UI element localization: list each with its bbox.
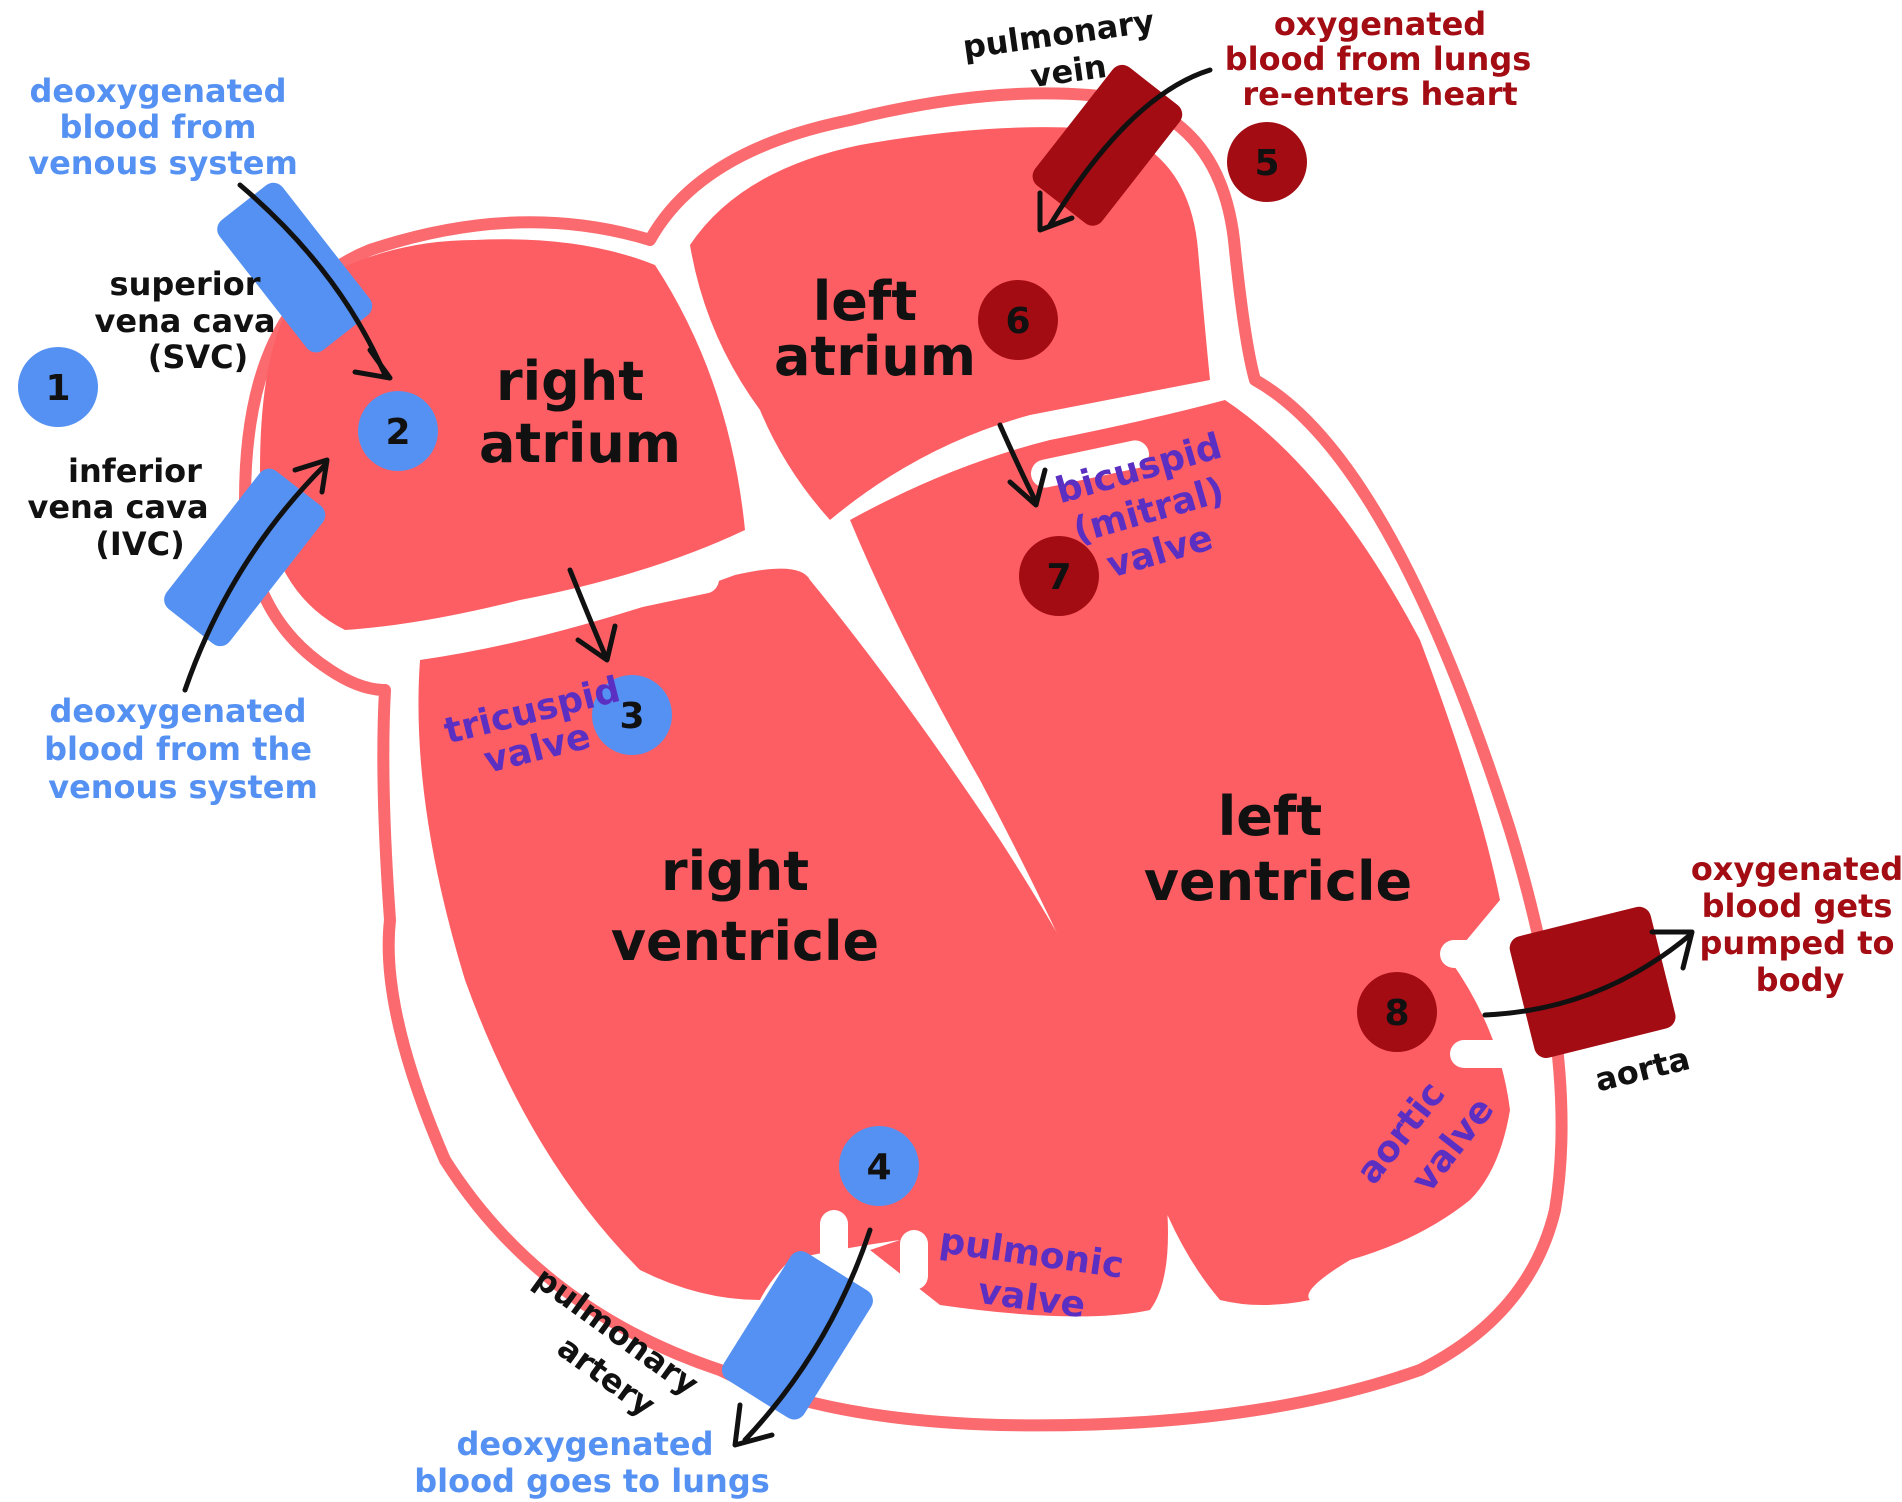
svg-text:(SVC): (SVC) (148, 338, 249, 376)
svc-flow-note: deoxygenated blood from venous system (28, 72, 298, 182)
right-atrium-label: right atrium (479, 350, 681, 475)
to-lungs-flow-note: deoxygenated blood goes to lungs (414, 1425, 770, 1500)
step-number-5: 5 (1254, 143, 1279, 184)
step-number-4: 4 (866, 1147, 891, 1188)
step-marker-3: 3 (592, 675, 672, 755)
step-number-7: 7 (1046, 557, 1071, 598)
step-number-2: 2 (385, 412, 410, 453)
to-body-flow-note: oxygenated blood gets pumped to body (1691, 850, 1902, 999)
step-number-6: 6 (1005, 301, 1030, 342)
right-ventricle-shape (418, 568, 1168, 1317)
svg-text:ventricle: ventricle (1144, 850, 1412, 913)
aorta-vessel (1509, 906, 1676, 1059)
svg-text:pumped to: pumped to (1700, 924, 1895, 962)
svg-text:deoxygenated: deoxygenated (457, 1425, 714, 1463)
step-marker-2: 2 (358, 391, 438, 471)
svc-vessel (217, 182, 373, 353)
svg-text:inferior: inferior (68, 452, 202, 490)
svg-text:(IVC): (IVC) (95, 525, 184, 563)
svg-text:right: right (496, 350, 644, 413)
from-lungs-flow-note: oxygenated blood from lungs re-enters he… (1225, 5, 1532, 113)
svg-text:superior: superior (110, 265, 261, 303)
svg-text:blood goes to lungs: blood goes to lungs (414, 1462, 770, 1500)
right-ventricle-label: right ventricle (611, 840, 879, 973)
svg-text:ventricle: ventricle (611, 910, 879, 973)
svg-text:right: right (661, 840, 809, 903)
svg-text:deoxygenated: deoxygenated (30, 72, 287, 110)
heart-outline (239, 87, 1568, 1432)
svg-text:blood from lungs: blood from lungs (1225, 40, 1532, 78)
svg-text:body: body (1756, 961, 1845, 999)
step-marker-5: 5 (1227, 122, 1307, 202)
svg-text:venous system: venous system (48, 768, 318, 806)
left-ventricle-shape (850, 400, 1510, 1305)
svg-text:re-enters heart: re-enters heart (1242, 75, 1517, 113)
step-number-1: 1 (45, 368, 70, 409)
step-marker-1: 1 (18, 347, 98, 427)
svg-text:oxygenated: oxygenated (1274, 5, 1486, 43)
svg-text:atrium: atrium (479, 412, 681, 475)
step-marker-4: 4 (839, 1126, 919, 1206)
svg-text:blood gets: blood gets (1702, 887, 1893, 925)
svg-text:left: left (813, 270, 917, 333)
svc-label: superior vena cava (SVC) (94, 265, 275, 376)
left-ventricle-label: left ventricle (1144, 785, 1412, 913)
svg-text:atrium: atrium (774, 325, 976, 388)
aorta-label: aorta (1591, 1039, 1694, 1099)
pulmonary-artery-vessel (721, 1251, 873, 1420)
bicuspid-valve-label: bicuspid (mitral) valve (1051, 426, 1228, 587)
left-atrium-shape (690, 127, 1210, 520)
svg-text:deoxygenated: deoxygenated (50, 692, 307, 730)
svg-text:blood from the: blood from the (44, 730, 312, 768)
step-marker-8: 8 (1357, 972, 1437, 1052)
svg-text:left: left (1218, 785, 1322, 848)
svg-text:oxygenated: oxygenated (1691, 850, 1902, 888)
left-atrium-label: left atrium (774, 270, 976, 388)
svg-text:venous system: venous system (28, 144, 298, 182)
step-number-8: 8 (1384, 993, 1409, 1034)
step-marker-7: 7 (1019, 536, 1099, 616)
right-atrium-shape (260, 239, 745, 631)
step-marker-6: 6 (978, 280, 1058, 360)
svg-text:blood from: blood from (60, 108, 257, 146)
ivc-label: inferior vena cava (IVC) (27, 452, 208, 563)
svg-text:vena cava: vena cava (94, 302, 275, 340)
step-number-3: 3 (619, 696, 644, 737)
svg-text:aorta: aorta (1591, 1039, 1694, 1099)
svg-text:vena cava: vena cava (27, 488, 208, 526)
ivc-flow-note: deoxygenated blood from the venous syste… (44, 692, 318, 806)
